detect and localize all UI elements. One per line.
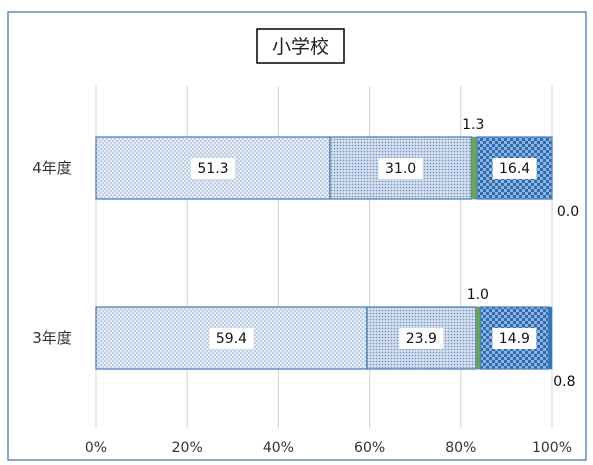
- bars: [95, 136, 553, 370]
- bar-segment: [475, 306, 481, 370]
- data-label: 59.4: [216, 331, 247, 347]
- data-label: 1.0: [467, 287, 489, 303]
- data-label: 14.9: [499, 331, 530, 347]
- x-tick-label: 20%: [172, 440, 203, 456]
- data-label: 51.3: [197, 161, 228, 177]
- data-label-bg: [399, 328, 444, 349]
- title-text: 小学校: [272, 36, 329, 58]
- x-axis-ticks: 0% 20% 40% 60% 80% 100%: [85, 440, 572, 456]
- bar-segment: [548, 306, 553, 370]
- category-labels: 4年度 3年度: [32, 159, 72, 347]
- data-label: 0.8: [553, 374, 575, 390]
- data-label-bg: [492, 158, 537, 179]
- x-tick-label: 0%: [85, 440, 107, 456]
- category-label: 4年度: [32, 159, 72, 177]
- x-tick-label: 100%: [532, 440, 572, 456]
- data-label-bg: [492, 328, 537, 349]
- chart-title: 小学校: [256, 28, 345, 64]
- data-label: 31.0: [385, 161, 416, 177]
- data-label-bg: [190, 158, 235, 179]
- data-label: 23.9: [406, 331, 437, 347]
- data-label: 0.0: [557, 204, 579, 220]
- x-tick-label: 60%: [354, 440, 385, 456]
- category-label: 3年度: [32, 329, 72, 347]
- title-box: [256, 28, 345, 64]
- data-label: 1.3: [462, 117, 484, 133]
- data-label: 16.4: [499, 161, 530, 177]
- data-label-bg: [378, 158, 423, 179]
- chart-frame: [7, 11, 587, 461]
- bar-segment: [470, 136, 478, 200]
- x-tick-label: 40%: [263, 440, 294, 456]
- bar-segment: [476, 136, 553, 200]
- data-label-bg: [209, 328, 254, 349]
- data-labels: 51.3 31.0 16.4 1.3 0.0 59.4 23.9 14.9 1.0 0.8: [190, 117, 579, 390]
- x-tick-label: 80%: [445, 440, 476, 456]
